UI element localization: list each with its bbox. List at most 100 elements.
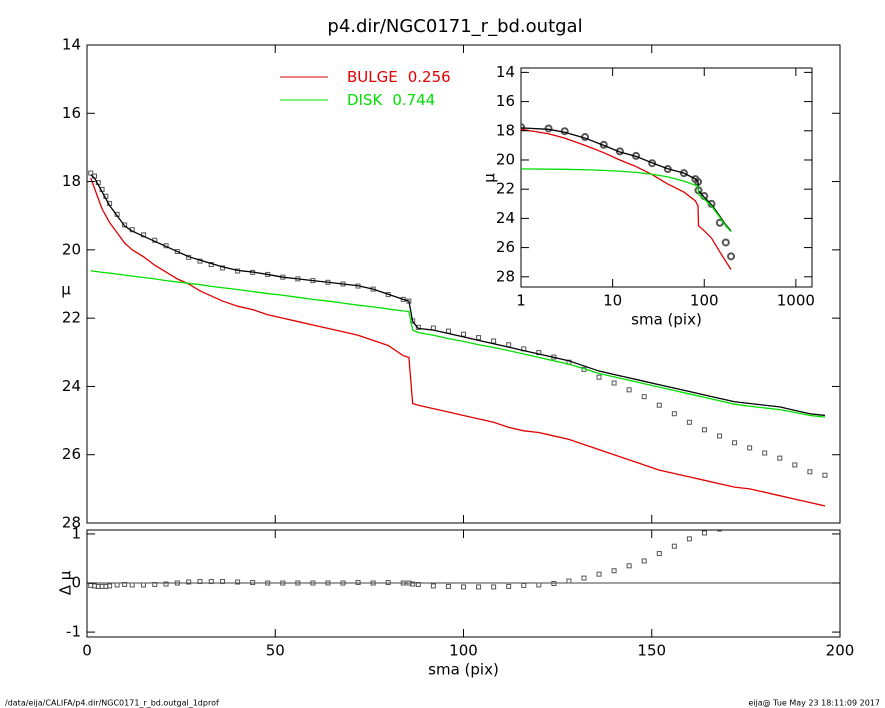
data-point — [717, 530, 723, 532]
data-point — [140, 582, 146, 588]
data-point — [491, 584, 497, 590]
model-line — [90, 174, 826, 417]
model-line — [521, 128, 732, 270]
data-point — [566, 578, 572, 584]
y-tick-label: 26 — [62, 445, 81, 463]
data-point — [340, 580, 346, 586]
data-point — [152, 581, 158, 587]
data-point — [122, 222, 128, 228]
y-tick-label: 18 — [62, 172, 81, 190]
y-tick-label: 22 — [496, 180, 515, 198]
y-axis-label: Δ μ — [57, 570, 75, 595]
data-point — [415, 324, 421, 330]
x-tick-label: 1000 — [777, 292, 815, 310]
data-point — [400, 580, 406, 586]
y-tick-label: 20 — [62, 240, 81, 258]
data-point — [656, 551, 662, 557]
legend-name: DISK — [347, 91, 383, 109]
data-point — [596, 374, 602, 380]
data-point — [310, 580, 316, 586]
data-point — [174, 249, 180, 255]
data-point — [174, 580, 180, 586]
x-axis-label: sma (pix) — [428, 661, 499, 679]
x-axis-label: sma (pix) — [631, 311, 702, 329]
data-point — [506, 583, 512, 589]
model-line — [521, 127, 732, 232]
y-tick-label: 28 — [62, 514, 81, 532]
data-point — [325, 580, 331, 586]
data-point — [295, 580, 301, 586]
x-tick-label: 150 — [637, 642, 666, 660]
data-point — [701, 427, 707, 433]
data-point — [235, 579, 241, 585]
y-tick-label: 1 — [71, 524, 81, 542]
data-point — [626, 563, 632, 569]
data-point — [762, 450, 768, 456]
data-point — [717, 433, 723, 439]
data-point — [777, 455, 783, 461]
plot-area — [521, 123, 736, 270]
y-tick-label: 20 — [496, 150, 515, 168]
y-tick-label: 16 — [496, 92, 515, 110]
data-point — [596, 571, 602, 577]
data-point — [671, 543, 677, 549]
data-point — [544, 124, 553, 133]
data-point — [265, 580, 271, 586]
legend-fraction: 0.744 — [392, 91, 435, 109]
y-tick-label: 18 — [496, 121, 515, 139]
footer-right: eija@ Tue May 23 18:11:09 2017 — [748, 699, 880, 708]
x-tick-label: 50 — [266, 642, 285, 660]
model-line — [90, 270, 826, 418]
data-point — [476, 335, 482, 341]
data-point — [671, 411, 677, 417]
data-point — [491, 338, 497, 344]
legend-label: DISK 0.744 — [347, 91, 435, 109]
y-tick-label: 28 — [496, 267, 515, 285]
y-axis-label: μ — [61, 281, 71, 299]
data-point — [129, 582, 135, 588]
data-point — [721, 238, 730, 247]
model-line — [521, 168, 732, 232]
y-tick-label: 14 — [496, 63, 515, 81]
plot-area — [88, 170, 828, 507]
data-point — [280, 580, 286, 586]
data-point — [551, 581, 557, 586]
x-tick-label: 10 — [603, 292, 622, 310]
data-point — [163, 581, 169, 587]
y-tick-label: 14 — [62, 36, 81, 54]
x-tick-label: 0 — [82, 642, 92, 660]
data-point — [641, 558, 647, 564]
data-point — [792, 462, 798, 468]
x-tick-label: 1 — [516, 292, 526, 310]
footer-left: /data/eija/CALIFA/p4.dir/NGC0171_r_bd.ou… — [5, 699, 219, 708]
data-point — [122, 581, 128, 587]
data-point — [611, 568, 617, 574]
data-point — [521, 123, 525, 132]
data-point — [410, 581, 416, 587]
inset-background — [521, 68, 812, 287]
legend-label: BULGE 0.256 — [347, 68, 451, 86]
data-point — [250, 580, 256, 586]
y-tick-label: -1 — [66, 623, 81, 641]
data-point — [430, 583, 436, 589]
y-tick-label: 0 — [71, 574, 81, 592]
data-point — [679, 169, 688, 178]
x-tick-label: 200 — [826, 642, 855, 660]
data-point — [686, 419, 692, 425]
data-point — [476, 584, 482, 590]
data-point — [536, 582, 542, 588]
data-point — [648, 159, 657, 168]
data-point — [114, 582, 120, 588]
plot-frame — [520, 67, 813, 288]
x-tick-label: 100 — [449, 642, 478, 660]
chart-title: p4.dir/NGC0171_r_bd.outgal — [327, 16, 582, 37]
data-point — [641, 394, 647, 400]
data-point — [415, 581, 421, 587]
data-point — [197, 579, 203, 585]
data-point — [626, 387, 632, 393]
data-point — [521, 582, 527, 588]
data-point — [807, 469, 813, 475]
data-point — [686, 536, 692, 542]
y-axis-label: μ — [481, 173, 499, 183]
y-tick-label: 26 — [496, 238, 515, 256]
